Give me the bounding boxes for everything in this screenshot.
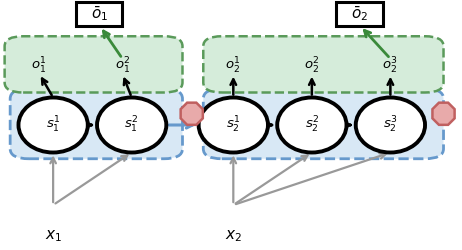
Text: $s_2^1$: $s_2^1$ bbox=[226, 115, 241, 135]
Ellipse shape bbox=[356, 98, 425, 152]
Ellipse shape bbox=[18, 98, 88, 152]
Text: $s_1^2$: $s_1^2$ bbox=[124, 115, 139, 135]
FancyBboxPatch shape bbox=[76, 2, 122, 26]
FancyBboxPatch shape bbox=[10, 89, 182, 159]
FancyBboxPatch shape bbox=[203, 36, 444, 92]
FancyBboxPatch shape bbox=[5, 36, 182, 92]
Text: $\bar{o}_1$: $\bar{o}_1$ bbox=[91, 4, 108, 23]
Text: $o_2^2$: $o_2^2$ bbox=[304, 56, 320, 76]
Polygon shape bbox=[432, 103, 455, 125]
Text: $x_2$: $x_2$ bbox=[225, 228, 242, 244]
Text: $o_1^2$: $o_1^2$ bbox=[115, 56, 130, 76]
Polygon shape bbox=[181, 103, 203, 125]
Text: $o_1^1$: $o_1^1$ bbox=[31, 56, 47, 76]
FancyBboxPatch shape bbox=[336, 2, 383, 26]
Text: $s_2^2$: $s_2^2$ bbox=[304, 115, 319, 135]
Text: $o_2^3$: $o_2^3$ bbox=[383, 56, 398, 76]
Text: $x_1$: $x_1$ bbox=[44, 228, 62, 244]
Ellipse shape bbox=[199, 98, 268, 152]
Text: $s_1^1$: $s_1^1$ bbox=[46, 115, 61, 135]
Text: $\bar{o}_2$: $\bar{o}_2$ bbox=[351, 4, 368, 23]
FancyBboxPatch shape bbox=[203, 89, 444, 159]
Text: $s_2^3$: $s_2^3$ bbox=[383, 115, 398, 135]
Ellipse shape bbox=[97, 98, 166, 152]
Ellipse shape bbox=[277, 98, 346, 152]
Text: $o_2^1$: $o_2^1$ bbox=[225, 56, 241, 76]
